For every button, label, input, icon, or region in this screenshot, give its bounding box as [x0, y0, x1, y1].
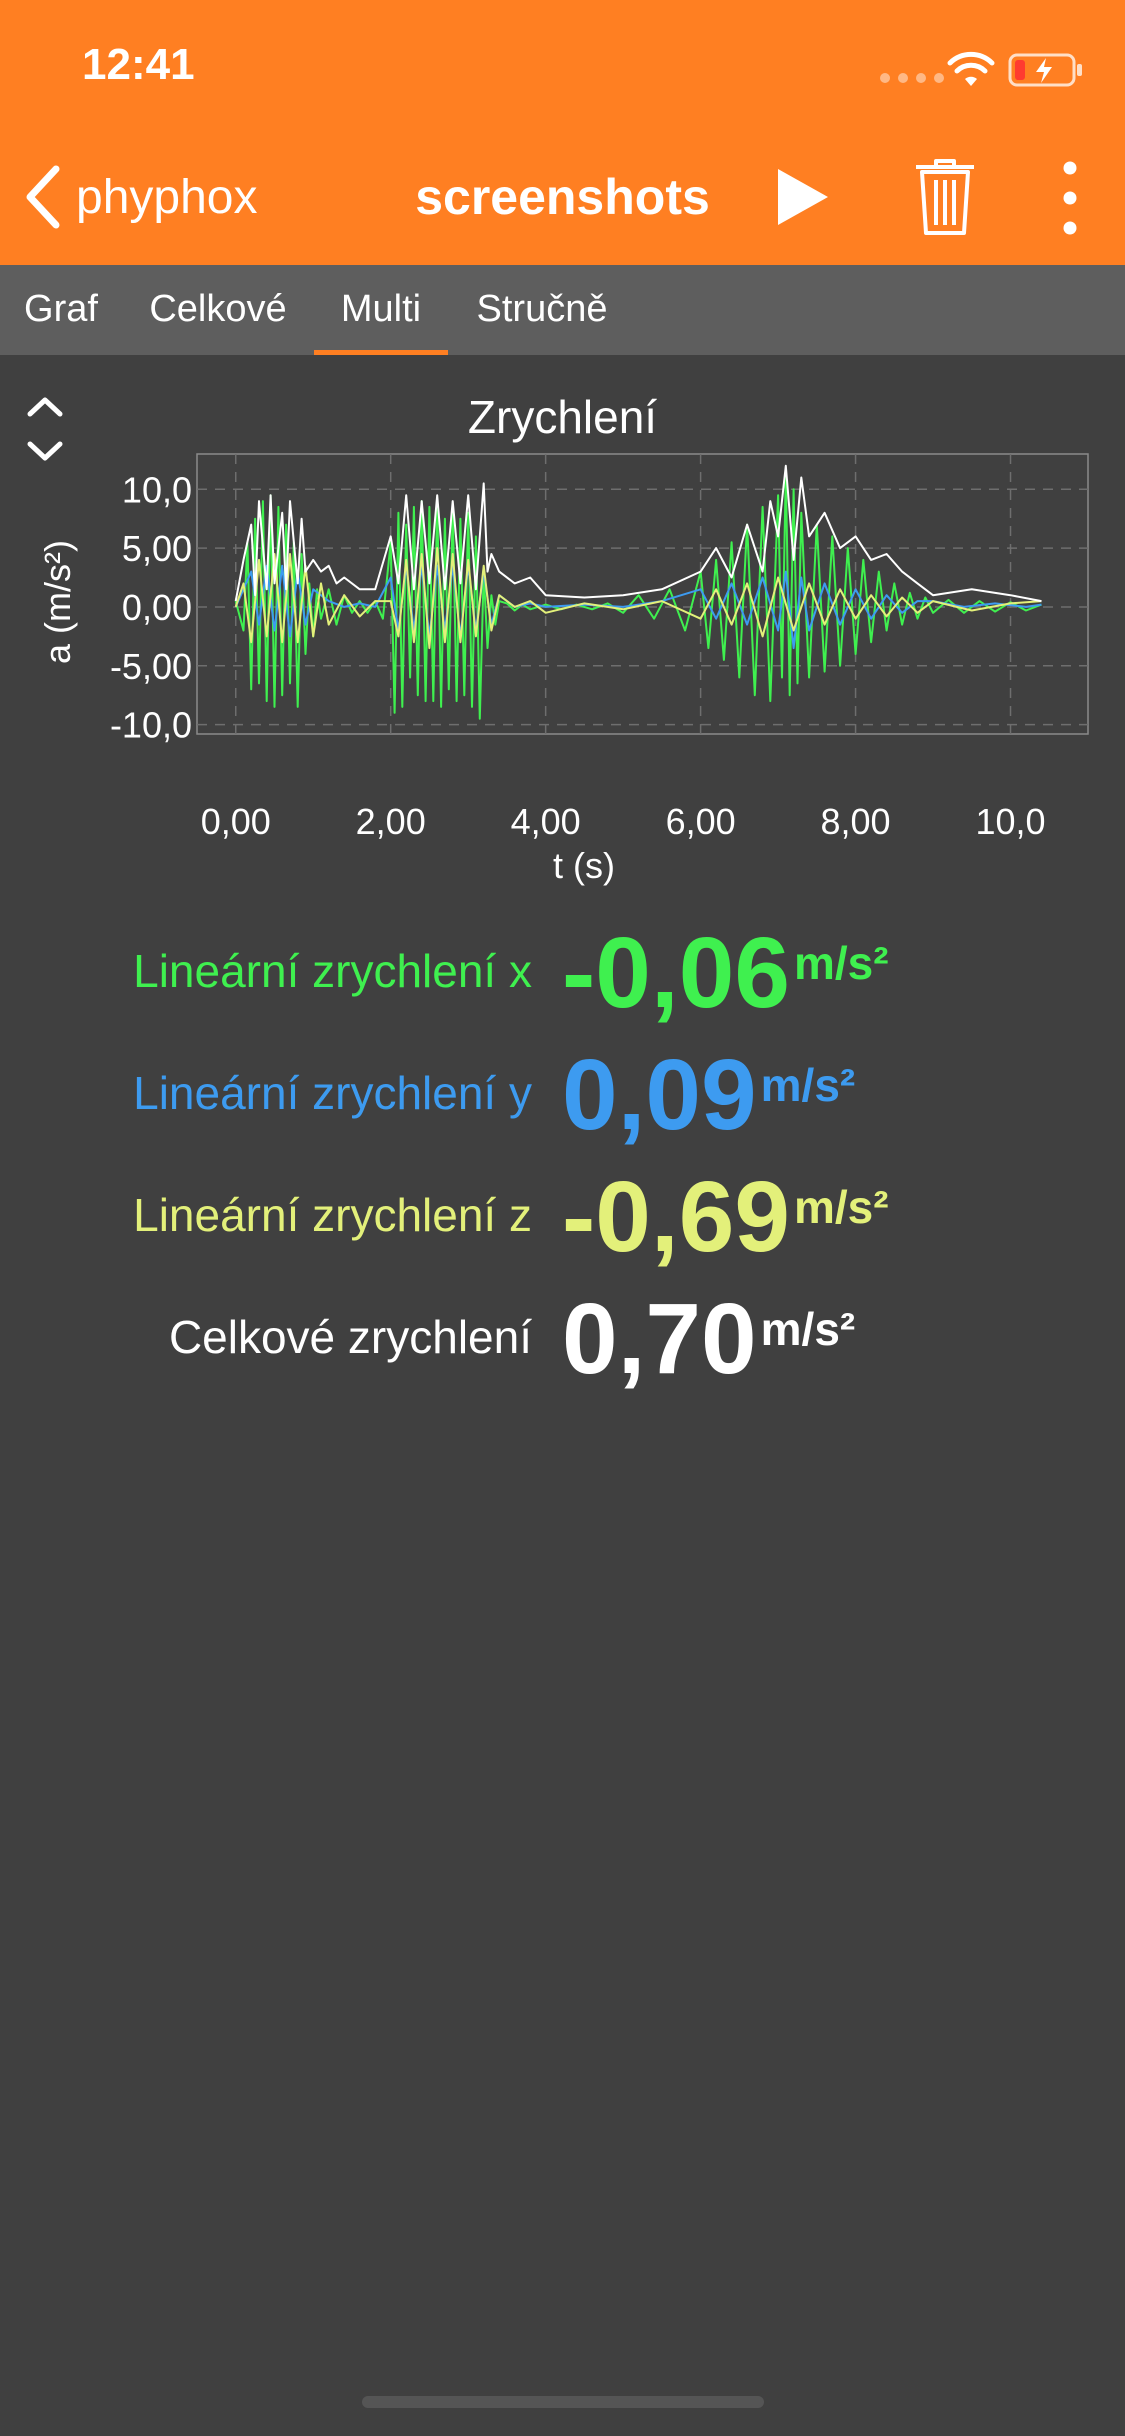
value-unit: m/s² — [793, 1181, 889, 1233]
x-axis-label: t (s) — [553, 845, 615, 886]
value-row-total: Celkové zrychlení 0,70m/s² — [0, 1282, 1125, 1395]
back-label: phyphox — [76, 170, 258, 224]
expand-collapse-icon[interactable] — [20, 392, 70, 466]
value-unit: m/s² — [793, 937, 889, 989]
app-header: 12:41 phyphox screenshots — [0, 0, 1125, 265]
value-row-linear-z: Lineární zrychlení z -0,69m/s² — [0, 1160, 1125, 1273]
value-label: Celkové zrychlení — [168, 1311, 532, 1363]
back-button[interactable]: phyphox — [22, 162, 257, 232]
tab-bar: Graf Celkové Multi Stručně — [0, 265, 1125, 355]
y-axis-label: a (m/s²) — [37, 540, 78, 664]
y-tick-label: -5,00 — [110, 646, 192, 687]
cellular-signal-icon — [880, 73, 944, 83]
x-tick-label: 0,00 — [201, 801, 271, 842]
tab-strucne[interactable]: Stručně — [476, 288, 608, 330]
series-line-celkov-zrychlen- — [234, 464, 1042, 603]
value-label: Lineární zrychlení x — [133, 945, 532, 997]
value-number: -0,69m/s² — [562, 1160, 889, 1275]
value-number: 0,70m/s² — [562, 1282, 855, 1397]
value-text: -0,06 — [562, 917, 790, 1029]
y-tick-label: 10,0 — [122, 469, 192, 510]
tab-multi[interactable]: Multi — [314, 265, 448, 355]
graph-title: Zrychlení — [467, 391, 658, 443]
acceleration-chart[interactable]: 0,00 2,00 4,00 6,00 8,00 10,0 10,0 5,00 0,00 -5,0… — [0, 440, 1125, 910]
x-tick-label: 2,00 — [356, 801, 426, 842]
battery-icon — [1008, 53, 1082, 87]
value-number: 0,09m/s² — [562, 1038, 855, 1153]
x-tick-label: 8,00 — [821, 801, 891, 842]
value-text: 0,09 — [562, 1039, 757, 1151]
value-text: -0,69 — [562, 1161, 790, 1273]
x-tick-label: 10,0 — [975, 801, 1045, 842]
series-line-line-rn-zrychlen-x — [234, 470, 1042, 720]
value-unit: m/s² — [760, 1059, 856, 1111]
home-indicator — [362, 2396, 764, 2408]
value-unit: m/s² — [760, 1303, 856, 1355]
value-row-linear-y: Lineární zrychlení y 0,09m/s² — [0, 1038, 1125, 1151]
y-tick-label: 0,00 — [122, 587, 192, 628]
y-tick-label: 5,00 — [122, 528, 192, 569]
more-vertical-icon[interactable] — [1055, 160, 1085, 236]
y-tick-label: -10,0 — [110, 705, 192, 746]
chevron-left-icon — [26, 165, 60, 229]
x-tick-label: 4,00 — [511, 801, 581, 842]
plot-area — [196, 453, 1089, 735]
series-line-line-rn-zrychlen-z — [234, 547, 1042, 650]
value-label: Lineární zrychlení y — [133, 1067, 532, 1119]
value-label: Lineární zrychlení z — [133, 1189, 532, 1241]
x-tick-label: 6,00 — [666, 801, 736, 842]
value-row-linear-x: Lineární zrychlení x -0,06m/s² — [0, 916, 1125, 1029]
tab-graf[interactable]: Graf — [24, 288, 98, 330]
trash-icon[interactable] — [914, 158, 976, 236]
status-time: 12:41 — [82, 40, 195, 89]
wifi-icon — [947, 51, 995, 86]
chart-series — [234, 464, 1042, 720]
chart-ticks: 0,00 2,00 4,00 6,00 8,00 10,0 10,0 5,00 0,00 -5,0… — [110, 469, 1046, 842]
tab-celkove[interactable]: Celkové — [149, 288, 287, 330]
value-text: 0,70 — [562, 1283, 757, 1395]
value-number: -0,06m/s² — [562, 916, 889, 1031]
play-icon[interactable] — [772, 165, 832, 229]
